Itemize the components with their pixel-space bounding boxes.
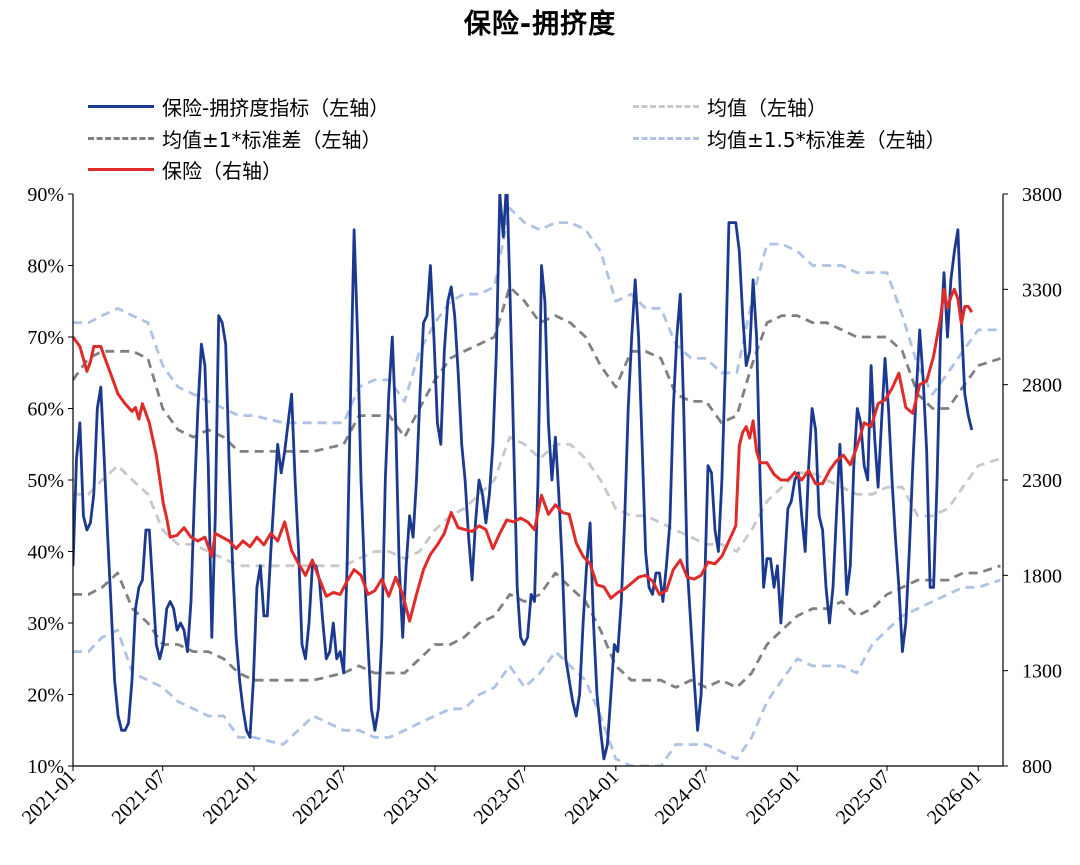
legend-label-crowding: 保险-拥挤度指标（左轴） [162, 95, 390, 120]
y-left-tick-label: 10% [27, 756, 64, 778]
series-line-insurance [73, 287, 974, 623]
x-tick-label: 2022-07 [289, 766, 352, 829]
x-tick-label: 2023-07 [469, 766, 532, 829]
x-tick-label: 2025-01 [742, 766, 805, 829]
x-tick-label: 2024-07 [651, 766, 714, 829]
y-left-tick-label: 80% [27, 256, 64, 278]
series-line-mean-minus-1.5std [73, 578, 1001, 766]
legend-label-mean: 均值（左轴） [707, 95, 827, 120]
legend-label-15std: 均值±1.5*标准差（左轴） [707, 127, 946, 152]
y-right-tick-label: 3800 [1022, 184, 1062, 206]
series-line-mean-plus-1std [73, 285, 1001, 453]
series-line-mean-plus-1.5std [73, 206, 1001, 425]
chart-legend: 保险-拥挤度指标（左轴） 均值（左轴） 均值±1*标准差（左轴） 均值±1.5*… [0, 0, 1080, 190]
y-left-tick-label: 20% [27, 685, 64, 707]
legend-swatch-15std [633, 136, 699, 140]
x-tick-label: 2023-01 [380, 766, 443, 829]
x-tick-label: 2025-07 [832, 766, 895, 829]
y-left-tick-label: 60% [27, 399, 64, 421]
legend-item-15std: 均值±1.5*标准差（左轴） [633, 124, 946, 152]
legend-swatch-crowding [88, 104, 154, 108]
y-left-tick-label: 70% [27, 327, 64, 349]
legend-swatch-mean [633, 104, 699, 108]
legend-item-crowding: 保险-拥挤度指标（左轴） [88, 92, 389, 120]
series-line-mean-minus-1std [73, 564, 1001, 689]
legend-label-insurance: 保险（右轴） [162, 158, 282, 183]
legend-swatch-1std [88, 136, 154, 140]
legend-item-mean: 均值（左轴） [633, 92, 827, 120]
y-left-tick-label: 50% [27, 470, 64, 492]
y-right-tick-label: 2800 [1022, 375, 1062, 397]
x-tick-label: 2026-01 [923, 766, 986, 829]
y-right-tick-label: 1300 [1022, 661, 1062, 683]
x-tick-label: 2022-01 [199, 766, 262, 829]
y-left-tick-label: 90% [27, 184, 64, 206]
y-right-tick-label: 800 [1022, 756, 1052, 778]
series-line-crowding [73, 194, 974, 761]
x-tick-label: 2021-07 [108, 766, 171, 829]
y-right-tick-label: 3300 [1022, 279, 1062, 301]
legend-item-insurance: 保险（右轴） [88, 155, 282, 183]
y-left-tick-label: 40% [27, 542, 64, 564]
chart-title: 保险-拥挤度 [463, 9, 617, 40]
legend-label-1std: 均值±1*标准差（左轴） [162, 127, 382, 152]
y-right-tick-label: 2300 [1022, 470, 1062, 492]
y-right-tick-label: 1800 [1022, 565, 1062, 587]
x-tick-label: 2024-01 [561, 766, 624, 829]
y-left-tick-label: 30% [27, 613, 64, 635]
legend-swatch-insurance [88, 167, 154, 171]
legend-item-1std: 均值±1*标准差（左轴） [88, 124, 381, 152]
